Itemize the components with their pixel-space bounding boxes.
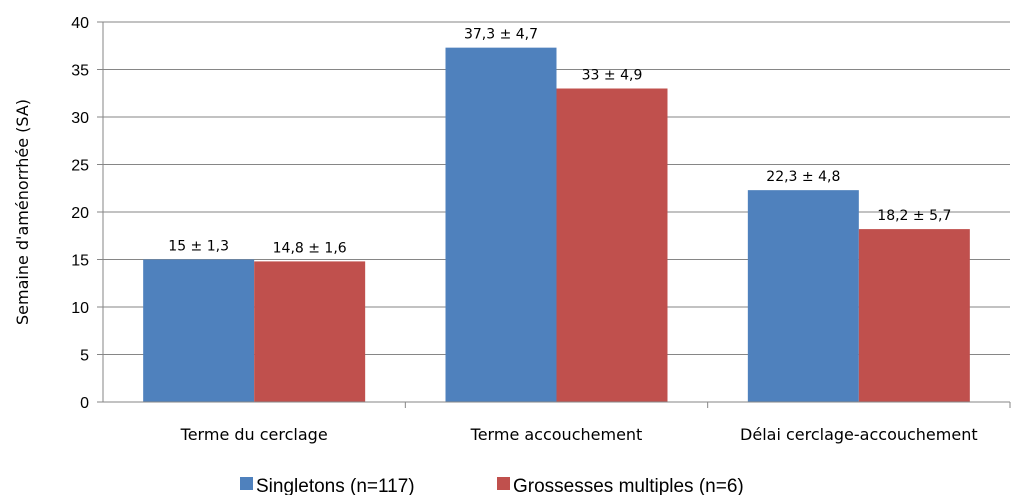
y-tick-label: 5: [80, 348, 89, 365]
y-tick-label: 15: [71, 253, 89, 270]
y-tick-label: 35: [71, 63, 89, 80]
y-tick-label: 25: [71, 158, 89, 175]
bar: [254, 261, 366, 402]
y-tick-label: 40: [71, 15, 89, 32]
category-labels: Terme du cerclage Terme accouchement Délai…: [180, 402, 1011, 444]
data-labels: 15 ± 1,3 14,8 ± 1,6 37,3 ± 4,7 33 ± 4,9 22,3…: [168, 27, 951, 257]
y-axis-title: Semaine d'aménorrhée (SA): [13, 99, 32, 325]
y-tick-label: 10: [71, 300, 89, 317]
data-label: 37,3 ± 4,7: [464, 27, 538, 43]
bar: [556, 88, 668, 402]
category-label: Terme accouchement: [470, 425, 643, 444]
legend-swatch: [240, 477, 253, 490]
category-label: Terme du cerclage: [180, 425, 328, 444]
bar: [747, 190, 859, 402]
data-label: 22,3 ± 4,8: [766, 169, 840, 185]
bar: [445, 47, 557, 403]
y-tick-label: 0: [80, 395, 89, 412]
data-label: 14,8 ± 1,6: [273, 240, 347, 256]
y-axis-ticks: 0 5 10 15 20 25 30 35 40: [71, 15, 103, 412]
legend-label: Singletons (n=117): [256, 476, 415, 495]
data-label: 18,2 ± 5,7: [877, 208, 951, 224]
axes: [102, 22, 1010, 403]
bars: [143, 47, 970, 403]
legend-label: Grossesses multiples (n=6): [513, 476, 744, 495]
bar: [858, 229, 970, 402]
data-label: 15 ± 1,3: [168, 239, 229, 255]
bar: [143, 259, 255, 402]
y-tick-label: 20: [71, 205, 89, 222]
data-label: 33 ± 4,9: [582, 68, 643, 84]
legend-swatch: [497, 477, 510, 490]
y-tick-label: 30: [71, 110, 89, 127]
category-label: Délai cerclage-accouchement: [740, 425, 978, 444]
legend: Singletons (n=117) Grossesses multiples (…: [240, 476, 744, 495]
